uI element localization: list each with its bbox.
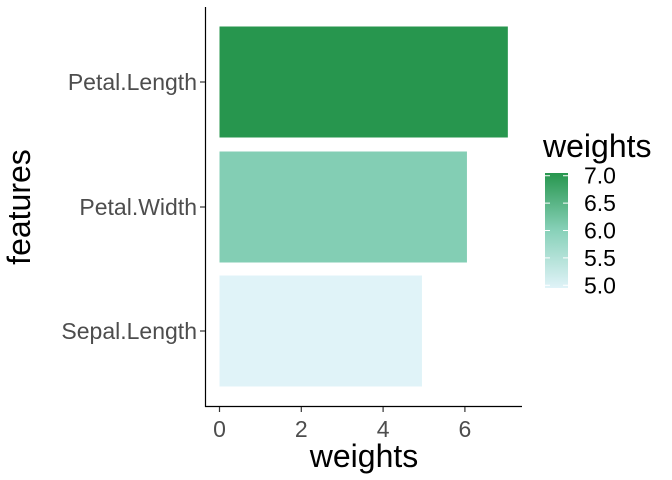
x-axis-title: weights (309, 438, 419, 474)
x-tick-label: 6 (459, 416, 472, 442)
legend-label: 5.5 (584, 245, 616, 271)
legend-label: 5.0 (584, 272, 616, 298)
legend-label: 6.5 (584, 190, 616, 216)
legend-label: 6.0 (584, 218, 616, 244)
x-ticks-group: 0 2 4 6 (213, 407, 471, 442)
bars-group (219, 26, 508, 387)
y-tick-label: Sepal.Length (61, 318, 197, 344)
y-axis-title: features (1, 149, 37, 265)
legend-label: 7.0 (584, 163, 616, 189)
legend-colorbar (545, 173, 568, 288)
x-tick-label: 4 (377, 416, 390, 442)
y-tick-label: Petal.Width (79, 194, 197, 220)
legend-ticks-group: 7.06.56.05.55.0 (545, 163, 616, 298)
bar-sepal-length (219, 275, 422, 387)
y-ticks-group: Petal.Length Petal.Width Sepal.Length (61, 69, 205, 344)
y-tick-label: Petal.Length (68, 69, 197, 95)
legend-title: weights (542, 128, 652, 164)
legend: weights 7.06.56.05.55.0 (542, 128, 652, 298)
bar-petal-width (219, 151, 467, 263)
x-tick-label: 0 (213, 416, 226, 442)
x-tick-label: 2 (295, 416, 308, 442)
bar-petal-length (219, 26, 508, 138)
